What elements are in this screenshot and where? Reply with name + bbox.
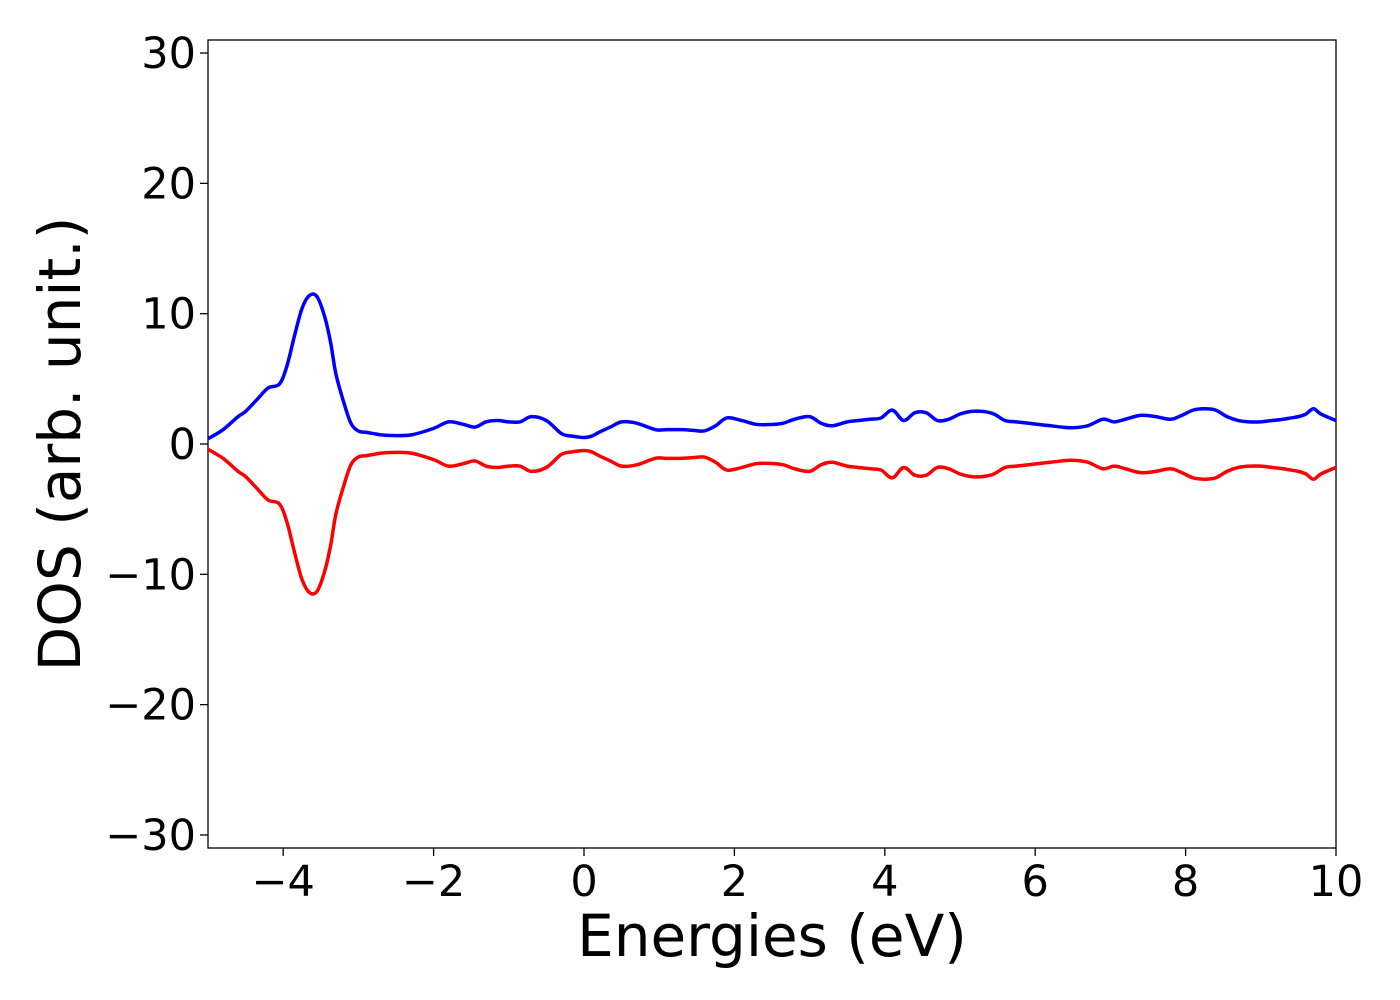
y-tick-label: 20 bbox=[141, 159, 196, 209]
x-tick-label: 2 bbox=[721, 857, 748, 907]
y-tick-label: 30 bbox=[141, 29, 196, 79]
x-tick-label: −4 bbox=[252, 857, 315, 907]
y-tick-label: −10 bbox=[105, 550, 196, 600]
x-tick-label: 10 bbox=[1309, 857, 1364, 907]
y-tick-label: 10 bbox=[141, 290, 196, 340]
x-axis-title: Energies (eV) bbox=[577, 902, 967, 970]
y-tick-label: −30 bbox=[105, 811, 196, 861]
series-line-2 bbox=[208, 447, 1336, 596]
x-tick-label: 0 bbox=[570, 857, 597, 907]
y-tick-label: 0 bbox=[169, 420, 196, 470]
y-tick-label: −20 bbox=[105, 681, 196, 731]
series-line-1 bbox=[208, 292, 1336, 441]
x-tick-label: −2 bbox=[402, 857, 465, 907]
x-tick-label: 4 bbox=[871, 857, 898, 907]
x-tick-label: 8 bbox=[1172, 857, 1199, 907]
x-axis-ticks: −4 −2 0 2 4 6 8 10 bbox=[252, 848, 1364, 907]
y-axis-title: DOS (arb. unit.) bbox=[26, 217, 94, 672]
series-layer bbox=[208, 292, 1336, 596]
x-tick-label: 6 bbox=[1022, 857, 1049, 907]
y-axis-ticks: −30 −20 −10 0 10 20 30 bbox=[105, 29, 208, 861]
